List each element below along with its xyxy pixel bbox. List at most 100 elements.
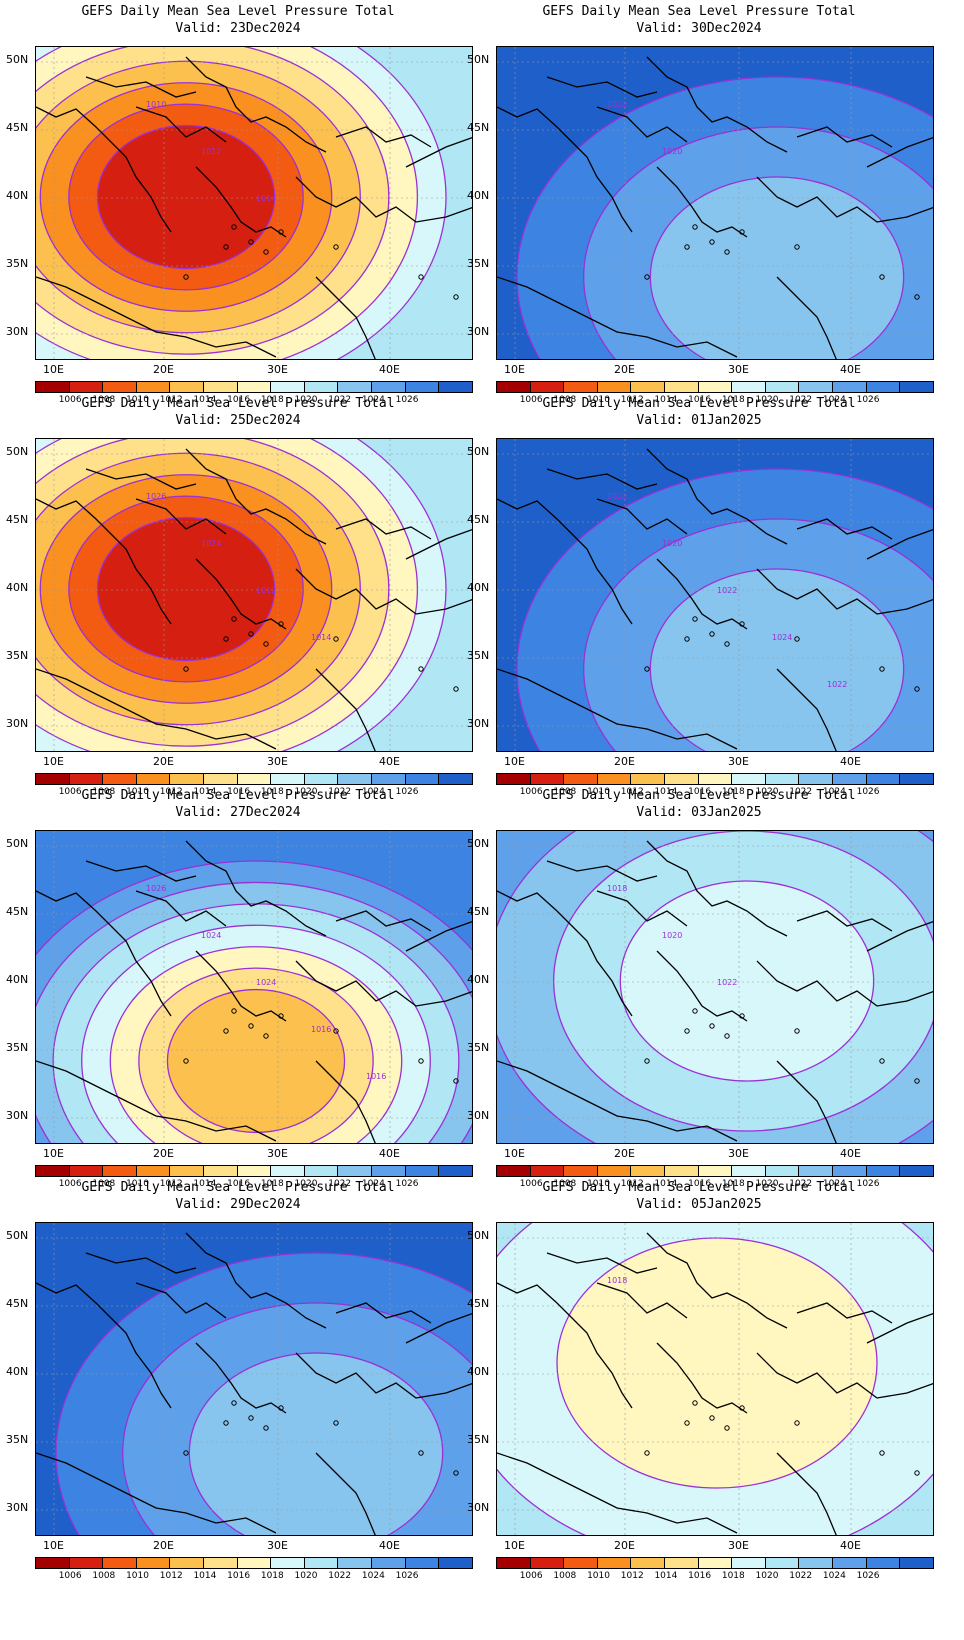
latitude-label: 35N <box>6 257 29 270</box>
latitude-label: 35N <box>6 1433 29 1446</box>
colorbar-label: 1010 <box>126 1179 149 1189</box>
colorbar-swatch <box>237 382 272 392</box>
latitude-label: 40N <box>467 581 490 594</box>
contour-label: 1024 <box>201 931 221 940</box>
map-panel: GEFS Daily Mean Sea Level Pressure Total… <box>0 0 476 410</box>
pressure-map: 1018 1020 1022 <box>496 830 934 1144</box>
longitude-label: 40E <box>379 755 400 768</box>
colorbar-label: 1022 <box>328 1179 352 1189</box>
colorbar-label: 1010 <box>126 787 149 797</box>
colorbar-label: 1026 <box>395 1179 419 1189</box>
colorbar-label: 1018 <box>260 1179 284 1189</box>
colorbar-swatch <box>439 774 472 784</box>
latitude-label: 30N <box>6 717 29 730</box>
latitude-label: 35N <box>467 1433 490 1446</box>
colorbar-label: 1012 <box>159 1571 183 1581</box>
colorbar-label: 1020 <box>294 1179 318 1189</box>
pressure-map: 1026 1024 1024 1016 1016 <box>35 830 473 1144</box>
colorbar-swatch <box>338 774 373 784</box>
panel-title: GEFS Daily Mean Sea Level Pressure Total <box>81 4 395 19</box>
colorbar-swatch <box>900 382 933 392</box>
colorbar-swatch <box>698 382 733 392</box>
colorbar-swatch <box>698 774 733 784</box>
colorbar-label: 1014 <box>193 1571 217 1581</box>
colorbar-label: 1020 <box>755 1179 779 1189</box>
colorbar-label: 1026 <box>856 395 880 405</box>
contour-label: 1026 <box>146 884 166 893</box>
panel-title: GEFS Daily Mean Sea Level Pressure Total <box>81 396 395 411</box>
colorbar-swatch <box>439 382 472 392</box>
colorbar-swatch <box>36 774 70 784</box>
colorbar-label: 1006 <box>519 1571 543 1581</box>
colorbar-label: 1006 <box>519 787 543 797</box>
contour-label: 1022 <box>717 978 737 987</box>
longitude-label: 10E <box>43 1539 64 1552</box>
colorbar-swatch <box>36 1166 70 1176</box>
colorbar-swatch <box>271 774 305 784</box>
colorbar-label: 1016 <box>227 787 251 797</box>
colorbar-swatch <box>564 382 598 392</box>
latitude-label: 50N <box>6 53 29 66</box>
colorbar-swatch <box>170 382 205 392</box>
latitude-label: 45N <box>6 121 29 134</box>
colorbar-swatch <box>237 1166 272 1176</box>
pressure-map <box>35 1222 473 1536</box>
map-panel: GEFS Daily Mean Sea Level Pressure Total… <box>0 392 476 802</box>
colorbar-swatch <box>170 1166 205 1176</box>
colorbar-swatch <box>732 774 766 784</box>
longitude-label: 30E <box>267 1539 288 1552</box>
longitude-label: 10E <box>504 1147 525 1160</box>
colorbar-swatch <box>136 1166 171 1176</box>
colorbar-label: 1020 <box>294 787 318 797</box>
colorbar-label: 1008 <box>553 787 577 797</box>
colorbar-label: 1024 <box>822 395 846 405</box>
longitude-label: 30E <box>267 363 288 376</box>
colorbar-label: 1010 <box>587 787 610 797</box>
colorbar-swatch <box>103 774 137 784</box>
colorbar-swatch <box>372 382 406 392</box>
longitude-label: 20E <box>614 1539 635 1552</box>
map-panel: GEFS Daily Mean Sea Level Pressure Total… <box>0 784 476 1194</box>
latitude-label: 30N <box>467 717 490 730</box>
colorbar-swatch <box>665 382 699 392</box>
map-panel: GEFS Daily Mean Sea Level Pressure Total… <box>461 1176 937 1586</box>
colorbar-swatch <box>103 382 137 392</box>
contour-label: 1024 <box>201 539 221 548</box>
colorbar-label: 1006 <box>58 787 82 797</box>
colorbar-label: 1008 <box>553 1571 577 1581</box>
contour-label: 1014 <box>256 194 276 203</box>
pressure-map-svg <box>36 1223 472 1535</box>
colorbar-label: 1012 <box>620 395 644 405</box>
colorbar-swatch <box>304 774 339 784</box>
colorbar-label: 1026 <box>856 787 880 797</box>
colorbar-label: 1008 <box>553 1179 577 1189</box>
latitude-label: 50N <box>467 53 490 66</box>
colorbar-label: 1006 <box>58 1571 82 1581</box>
colorbar-swatch <box>732 1166 766 1176</box>
pressure-map: 1022 1020 <box>496 46 934 360</box>
pressure-map-svg: 1026 1024 1024 1016 1016 <box>36 831 472 1143</box>
colorbar-swatch <box>405 1166 440 1176</box>
latitude-label: 45N <box>467 1297 490 1310</box>
colorbar-label: 1018 <box>721 787 745 797</box>
contour-label: 1018 <box>607 1276 627 1285</box>
colorbar-swatch <box>497 774 531 784</box>
colorbar-label: 1006 <box>58 395 82 405</box>
colorbar-label: 1014 <box>654 1571 678 1581</box>
contour-label: 1014 <box>311 633 331 642</box>
longitude-label: 20E <box>614 755 635 768</box>
colorbar-swatch <box>665 1166 699 1176</box>
latitude-label: 35N <box>6 1041 29 1054</box>
colorbar-label: 1022 <box>328 1571 352 1581</box>
colorbar-swatch <box>271 1558 305 1568</box>
colorbar-swatch <box>866 1558 901 1568</box>
colorbar-swatch <box>866 382 901 392</box>
colorbar-label: 1012 <box>620 787 644 797</box>
colorbar <box>496 381 934 393</box>
colorbar-swatch <box>866 1166 901 1176</box>
longitude-label: 30E <box>267 1147 288 1160</box>
latitude-label: 30N <box>6 325 29 338</box>
colorbar <box>496 1557 934 1569</box>
colorbar-swatch <box>564 1558 598 1568</box>
colorbar-label: 1018 <box>721 1571 745 1581</box>
